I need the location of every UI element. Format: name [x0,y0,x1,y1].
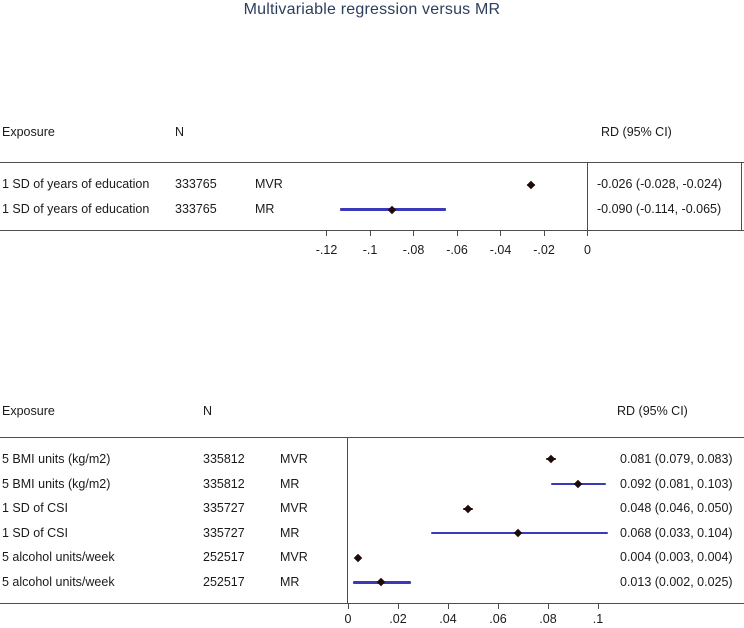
column-header-rd: RD (95% CI) [617,404,688,418]
rd-value: -0.090 (-0.114, -0.065) [597,202,722,216]
point-marker [376,578,385,587]
n-value: 335812 [203,452,245,466]
column-header-n: N [175,125,185,139]
x-axis-line [0,603,744,604]
exposure-label: 5 alcohol units/week [2,550,115,565]
axis-tick [587,230,588,236]
axis-tick-label: .04 [439,612,457,626]
method-label: MR [280,525,300,540]
rd-value: -0.026 (-0.028, -0.024) [597,177,723,191]
axis-tick-label: 0 [344,612,352,626]
point-marker [387,205,396,214]
method-label: MR [255,202,275,216]
axis-tick-label: -.06 [446,243,468,257]
exposure-label: 1 SD of CSI [2,525,68,540]
column-header-exposure: Exposure [2,125,55,139]
column-header-exposure: Exposure [2,404,55,418]
axis-tick [456,230,458,236]
n-value: 335727 [203,501,245,516]
header-divider-line [0,437,744,438]
ci-line [550,482,606,486]
axis-tick [597,603,599,609]
n-value: 335812 [203,476,245,491]
method-label: MR [280,476,300,491]
ci-line [355,556,358,559]
axis-tick [413,230,414,236]
ci-line [545,458,556,461]
method-label: MR [280,575,300,589]
axis-tick [326,230,327,236]
point-marker [546,455,555,464]
rd-value: 0.013 (0.002, 0.025) [620,575,733,589]
axis-tick-label: .1 [592,612,604,626]
rd-value: 0.004 (0.003, 0.004) [620,550,733,565]
ci-line [353,581,411,584]
exposure-label: 1 SD of years of education [2,202,150,216]
axis-tick-label: -.1 [362,243,378,257]
rd-value: 0.048 (0.046, 0.050) [620,501,733,516]
axis-tick [397,603,399,609]
axis-tick [447,603,449,609]
axis-tick-label: 0 [584,243,591,257]
rd-value: 0.081 (0.079, 0.083) [620,452,733,466]
point-marker [513,528,523,538]
plot-right-border [741,162,742,230]
exposure-label: 5 alcohol units/week [2,575,115,589]
exposure-label: 1 SD of years of education [2,177,150,191]
exposure-label: 5 BMI units (kg/m2) [2,476,111,491]
axis-tick [369,230,371,236]
axis-tick [543,230,545,236]
zero-reference-line [347,437,348,603]
method-label: MVR [280,550,308,565]
n-value: 252517 [203,575,245,589]
header-divider-line [0,162,744,163]
axis-tick [347,603,349,609]
axis-tick [497,603,499,609]
figure-title: Multivariable regression versus MR [243,1,501,18]
axis-tick-label: .08 [539,612,557,626]
point-marker [573,479,583,489]
axis-tick-label: -.02 [533,243,555,257]
n-value: 252517 [203,550,245,565]
method-label: MVR [255,177,283,191]
n-value: 335727 [203,525,245,540]
point-marker [353,553,363,562]
axis-tick [547,603,549,609]
rd-value: 0.092 (0.081, 0.103) [620,476,733,491]
ci-line [526,183,536,186]
axis-tick-label: -.12 [315,243,338,257]
method-label: MVR [280,452,308,466]
zero-reference-line [587,162,588,230]
ci-line [430,531,608,535]
ci-line [463,507,473,510]
axis-tick [500,230,501,236]
n-value: 333765 [175,177,217,191]
point-marker [526,180,536,189]
column-header-n: N [203,404,213,418]
rd-value: 0.068 (0.033, 0.104) [620,525,733,540]
method-label: MVR [280,501,308,516]
exposure-label: 5 BMI units (kg/m2) [2,452,111,466]
n-value: 333765 [175,202,217,216]
point-marker [463,504,473,513]
column-header-rd: RD (95% CI) [601,125,672,139]
ci-line [339,208,447,211]
axis-tick-label: -.04 [489,243,512,257]
x-axis-line [0,230,744,231]
axis-tick-label: .02 [389,612,407,626]
axis-tick-label: .06 [489,612,507,626]
exposure-label: 1 SD of CSI [2,501,68,516]
axis-tick-label: -.08 [402,243,425,257]
